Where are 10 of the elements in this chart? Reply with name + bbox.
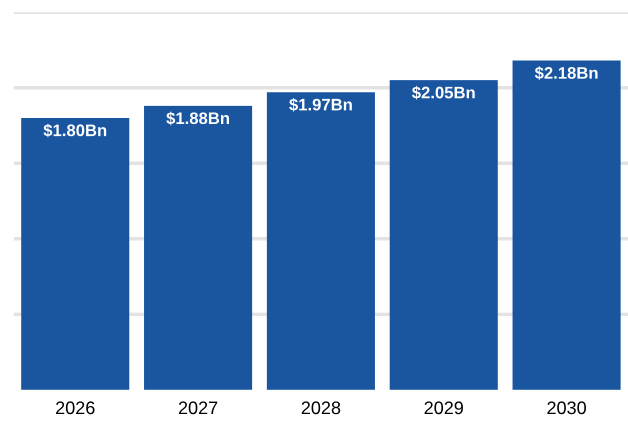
data-label: $1.97Bn [289,98,352,112]
x-tick-label: 2028 [302,401,340,414]
data-label: $2.18Bn [534,66,598,80]
x-tick-label: 2026 [56,401,95,414]
data-label: $2.05Bn [412,86,475,100]
x-tick-label: 2030 [547,401,586,414]
x-tick-label: 2029 [424,401,463,414]
x-tick-label: 2027 [178,401,218,414]
data-label: $1.80Bn [43,124,106,138]
data-label: $1.88Bn [166,112,230,126]
